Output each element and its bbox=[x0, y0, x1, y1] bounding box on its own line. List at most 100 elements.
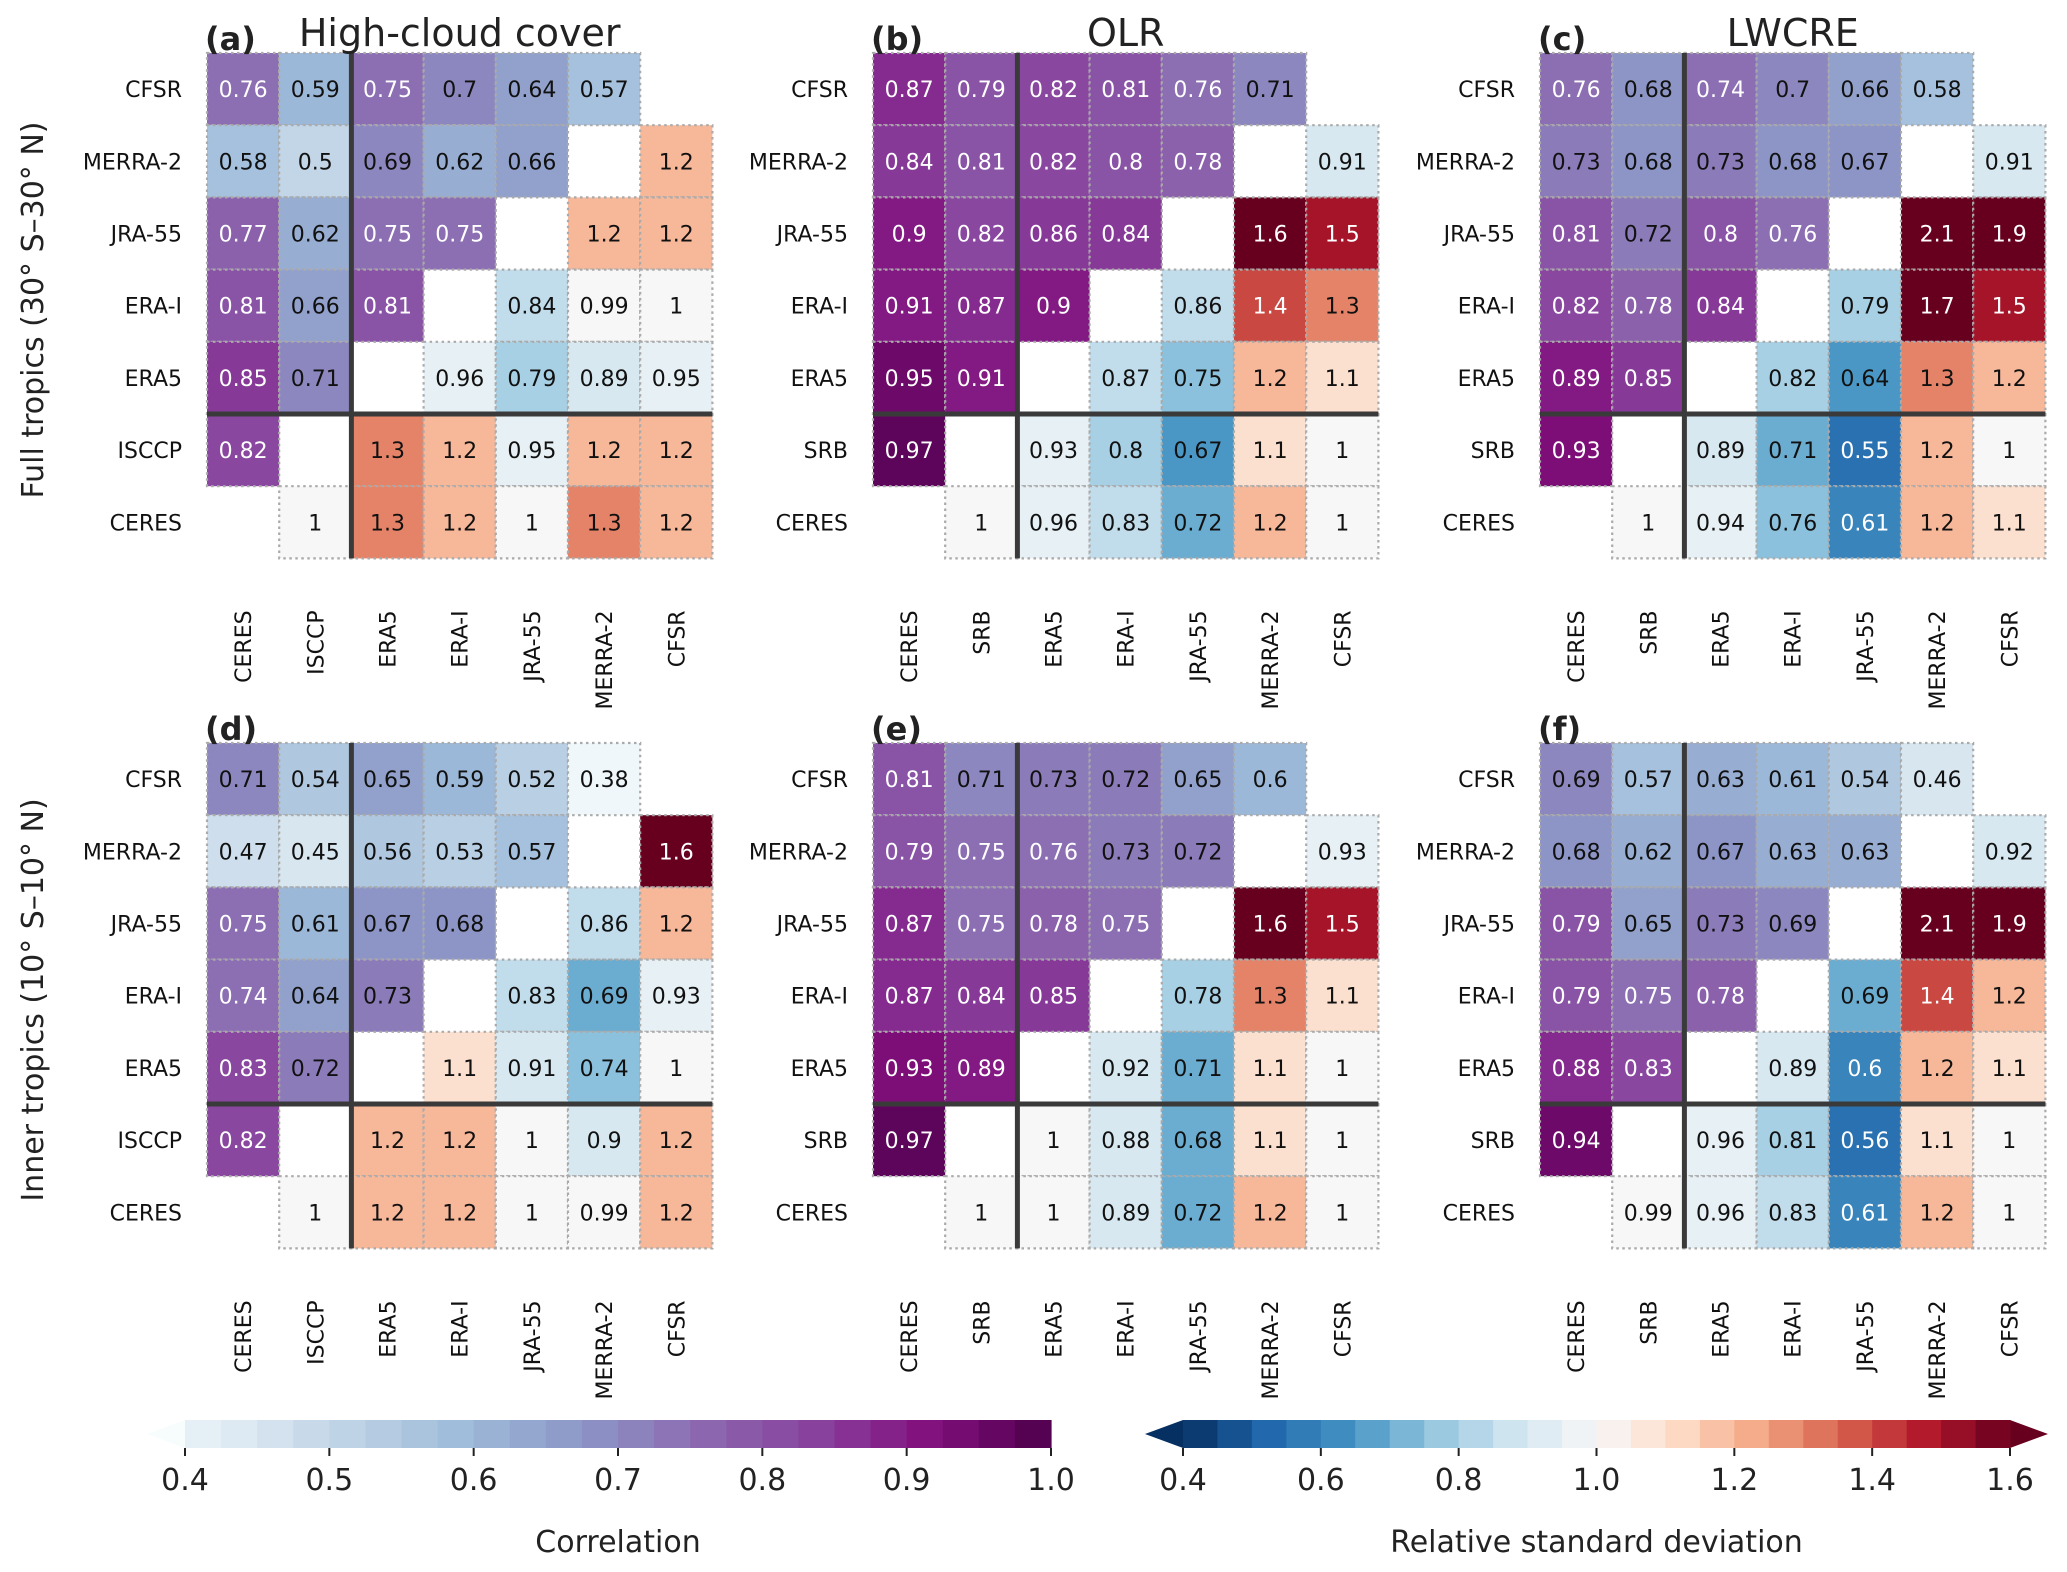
heatmap-cell bbox=[1683, 958, 1758, 1033]
cell-value-label: 0.99 bbox=[580, 295, 629, 320]
cell-value-label: 0.81 bbox=[957, 150, 1006, 175]
row-tick-label: ISCCP bbox=[118, 439, 182, 464]
cell-value-label: 0.91 bbox=[507, 1057, 556, 1082]
column-tick-label: ERA-I bbox=[1782, 610, 1807, 667]
cell-value-label: 0.65 bbox=[1173, 768, 1222, 793]
cell-value-label: 1 bbox=[2002, 439, 2016, 464]
cell-value-label: 0.67 bbox=[1840, 150, 1889, 175]
column-tick-label: ERA-I bbox=[449, 610, 474, 667]
cell-value-label: 0.91 bbox=[1318, 150, 1367, 175]
heatmap-cell bbox=[1305, 340, 1380, 416]
heatmap-cell bbox=[350, 741, 425, 817]
heatmap-cell bbox=[1755, 1175, 1830, 1250]
heatmap-cell bbox=[422, 1030, 497, 1106]
row-tick-label: MERRA-2 bbox=[749, 840, 848, 865]
column-tick-label: SRB bbox=[1637, 1300, 1662, 1344]
column-tick-label: MERRA-2 bbox=[593, 610, 618, 709]
column-tick-label: ERA5 bbox=[1043, 610, 1068, 667]
heatmap-cell bbox=[278, 196, 353, 271]
colorbar-tick-label: 0.7 bbox=[594, 1463, 642, 1498]
row-title: Inner tropics (10° S–10° N) bbox=[16, 798, 51, 1201]
cell-value-label: 1.1 bbox=[1253, 439, 1288, 464]
cell-value-label: 0.85 bbox=[219, 367, 268, 392]
heatmap-cell bbox=[350, 958, 425, 1033]
heatmap-cell bbox=[1232, 958, 1308, 1033]
cell-value-label: 0.78 bbox=[1624, 295, 1673, 320]
column-tick-label: CERES bbox=[1565, 610, 1590, 682]
cell-value-label: 0.97 bbox=[885, 439, 934, 464]
heatmap-cell bbox=[1232, 340, 1308, 416]
colorbar-tick-label: 1.0 bbox=[1573, 1463, 1621, 1498]
cell-value-label: 0.72 bbox=[1173, 1201, 1222, 1226]
column-tick-label: CERES bbox=[1565, 1300, 1590, 1372]
heatmap-cell bbox=[639, 485, 714, 560]
cell-value-label: 0.73 bbox=[1029, 768, 1078, 793]
row-tick-label: ERA5 bbox=[791, 1057, 848, 1082]
cell-value-label: 0.72 bbox=[291, 1057, 340, 1082]
column-tick-label: ERA-I bbox=[1782, 1300, 1807, 1357]
cell-value-label: 1 bbox=[974, 511, 988, 536]
cell-value-label: 0.81 bbox=[1552, 223, 1601, 248]
colorbar-extend-min bbox=[147, 1420, 185, 1448]
cell-value-label: 0.81 bbox=[885, 768, 934, 793]
colorbar-segment bbox=[473, 1420, 511, 1448]
cell-value-label: 0.82 bbox=[219, 439, 268, 464]
cell-value-label: 0.72 bbox=[1173, 840, 1222, 865]
heatmap-cell bbox=[871, 958, 947, 1033]
heatmap-cell bbox=[1538, 412, 1614, 488]
row-tick-label: JRA-55 bbox=[775, 913, 848, 938]
heatmap-cell bbox=[1160, 124, 1236, 199]
cell-value-label: 0.74 bbox=[580, 1057, 629, 1082]
column-tick-label: CERES bbox=[232, 610, 257, 682]
cell-value-label: 1.1 bbox=[1325, 367, 1360, 392]
row-tick-label: CFSR bbox=[791, 78, 848, 103]
colorbar-segment bbox=[1355, 1420, 1391, 1448]
cell-value-label: 0.79 bbox=[1552, 985, 1601, 1010]
row-tick-label: ERA-I bbox=[125, 985, 182, 1010]
colorbar-segment bbox=[221, 1420, 258, 1448]
cell-value-label: 0.69 bbox=[1840, 985, 1889, 1010]
cell-value-label: 0.66 bbox=[507, 150, 556, 175]
cell-value-label: 0.81 bbox=[219, 295, 268, 320]
row-tick-label: CERES bbox=[776, 511, 848, 536]
cell-value-label: 0.73 bbox=[1552, 150, 1601, 175]
heatmap-cell bbox=[1305, 1030, 1380, 1106]
cell-value-label: 0.76 bbox=[1029, 840, 1078, 865]
heatmap-cell bbox=[639, 340, 714, 416]
colorbar-segment bbox=[1803, 1420, 1839, 1448]
cell-value-label: 0.88 bbox=[1101, 1129, 1150, 1154]
heatmap-cell bbox=[1088, 340, 1163, 416]
heatmap-cell bbox=[639, 124, 714, 199]
cell-value-label: 0.89 bbox=[580, 367, 629, 392]
cell-value-label: 0.76 bbox=[1173, 78, 1222, 103]
heatmap-cell bbox=[1305, 814, 1380, 889]
heatmap-cell bbox=[278, 958, 353, 1033]
cell-value-label: 0.72 bbox=[1173, 511, 1222, 536]
cell-value-label: 1.2 bbox=[442, 511, 477, 536]
colorbar-tick-label: 0.9 bbox=[883, 1463, 931, 1498]
cell-value-label: 0.87 bbox=[885, 985, 934, 1010]
row-tick-label: JRA-55 bbox=[1442, 223, 1515, 248]
heatmap-cell bbox=[944, 1030, 1019, 1106]
row-tick-label: JRA-55 bbox=[109, 223, 182, 248]
heatmap-cell bbox=[422, 124, 497, 199]
colorbar-label: Relative standard deviation bbox=[1390, 1525, 1803, 1560]
cell-value-label: 0.89 bbox=[957, 1057, 1006, 1082]
cell-value-label: 0.73 bbox=[1696, 913, 1745, 938]
heatmap-cell bbox=[1827, 1030, 1903, 1106]
heatmap-cell bbox=[566, 886, 642, 961]
cell-value-label: 0.8 bbox=[1108, 150, 1143, 175]
cell-value-label: 0.76 bbox=[219, 78, 268, 103]
heatmap-cell bbox=[1611, 124, 1686, 199]
row-tick-label: ERA5 bbox=[125, 367, 182, 392]
column-tick-label: ISCCP bbox=[304, 610, 329, 674]
colorbar-segment bbox=[834, 1420, 872, 1448]
colorbar-tick-label: 1.4 bbox=[1848, 1463, 1896, 1498]
colorbar-segment bbox=[1562, 1420, 1598, 1448]
colorbar-segment bbox=[509, 1420, 547, 1448]
cell-value-label: 1.2 bbox=[1920, 1201, 1955, 1226]
cell-value-label: 0.83 bbox=[507, 985, 556, 1010]
heatmap-cell bbox=[1305, 1102, 1380, 1178]
cell-value-label: 0.78 bbox=[1696, 985, 1745, 1010]
cell-value-label: 0.76 bbox=[1552, 78, 1601, 103]
